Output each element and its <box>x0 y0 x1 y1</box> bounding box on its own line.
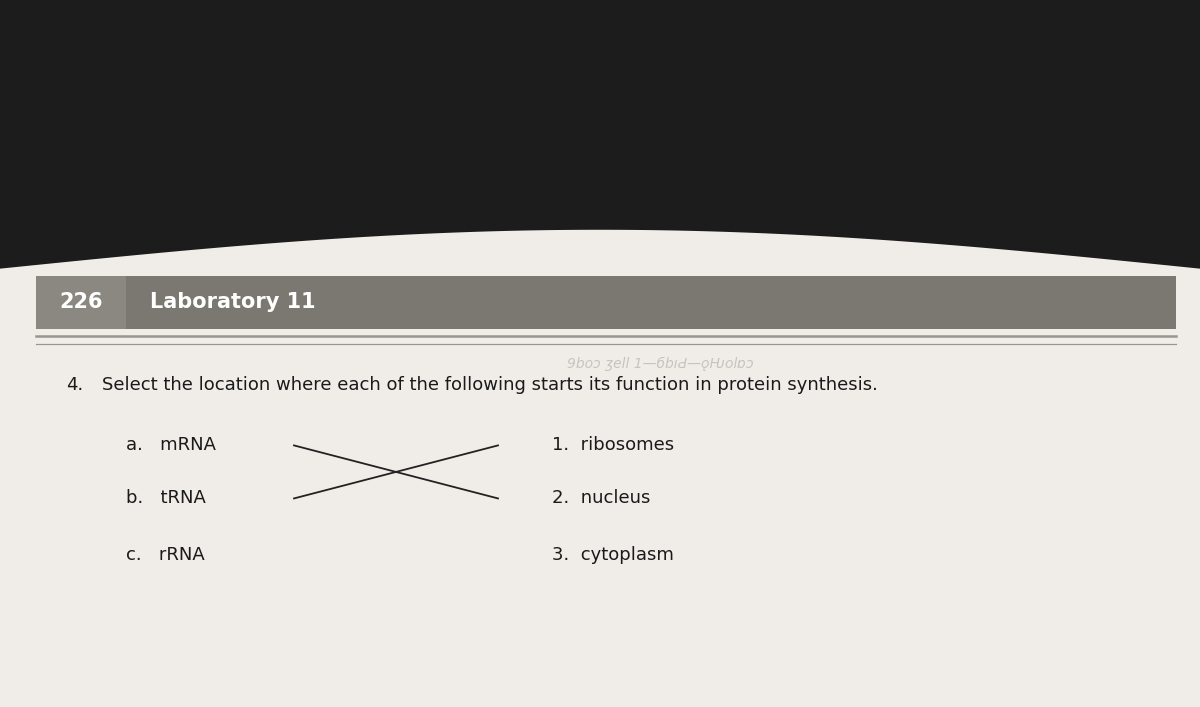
Text: b.   tRNA: b. tRNA <box>126 489 206 508</box>
Polygon shape <box>0 230 1200 707</box>
Text: 1.  ribosomes: 1. ribosomes <box>552 436 674 455</box>
Bar <box>36 276 1176 329</box>
Text: a.   mRNA: a. mRNA <box>126 436 216 455</box>
Text: 4.: 4. <box>66 376 83 395</box>
Text: c.   rRNA: c. rRNA <box>126 546 205 564</box>
Text: 9boɔ ʒell 1—бbıԀ—ǫǶolɒɔ: 9boɔ ʒell 1—бbıԀ—ǫǶolɒɔ <box>566 357 754 371</box>
Text: 3.  cytoplasm: 3. cytoplasm <box>552 546 674 564</box>
Text: 226: 226 <box>59 292 103 312</box>
Text: Laboratory 11: Laboratory 11 <box>150 292 316 312</box>
Text: Select the location where each of the following starts its function in protein s: Select the location where each of the fo… <box>102 376 878 395</box>
Bar <box>0 0 1200 269</box>
Text: 2.  nucleus: 2. nucleus <box>552 489 650 508</box>
Bar <box>36 276 126 329</box>
